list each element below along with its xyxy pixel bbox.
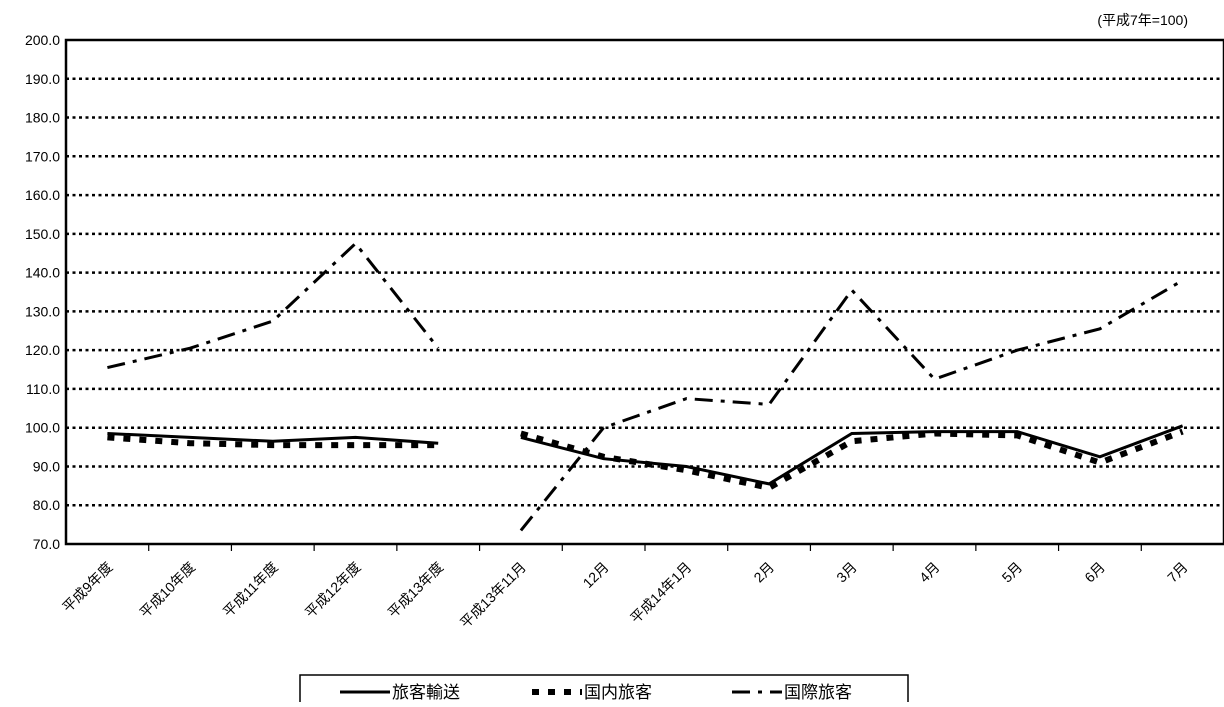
x-tick-label: 平成13年度 — [384, 559, 446, 621]
y-tick-label: 160.0 — [25, 187, 60, 203]
x-axis-ticks: 平成9年度 平成10年度 平成11年度 平成12年度 平成13年度 平成13年11月 12月… — [59, 544, 1191, 631]
y-tick-label: 80.0 — [33, 497, 60, 513]
series-line — [107, 432, 439, 445]
plot-frame — [64, 38, 1224, 546]
x-tick-label: 6月 — [1081, 559, 1108, 586]
x-tick-label: 平成11年度 — [220, 559, 281, 620]
series-line — [519, 279, 1184, 532]
x-tick-label: 3月 — [833, 559, 860, 586]
legend-label: 旅客輸送 — [392, 683, 460, 702]
x-tick-label: 7月 — [1164, 559, 1191, 586]
y-tick-label: 110.0 — [26, 381, 60, 397]
y-tick-label: 70.0 — [33, 536, 60, 552]
x-tick-label: 2月 — [750, 559, 777, 586]
y-tick-label: 100.0 — [25, 420, 60, 436]
x-tick-label: 5月 — [999, 559, 1026, 586]
legend-label: 国際旅客 — [784, 683, 852, 702]
y-axis-ticks: 70.0 80.0 90.0 100.0 110.0 120.0 130.0 140.0 150… — [25, 32, 60, 552]
x-tick-label: 平成13年11月 — [457, 559, 529, 631]
x-tick-label: 平成12年度 — [302, 559, 364, 621]
x-tick-label: 4月 — [916, 559, 943, 586]
y-tick-label: 200.0 — [25, 32, 60, 48]
y-tick-label: 150.0 — [25, 226, 60, 242]
y-tick-label: 90.0 — [33, 458, 60, 474]
y-tick-label: 140.0 — [25, 265, 60, 281]
legend: 旅客輸送 国内旅客 国際旅客 — [299, 674, 909, 707]
y-tick-label: 180.0 — [25, 110, 60, 126]
unit-note: (平成7年=100) — [1097, 12, 1188, 28]
series-lines — [107, 241, 1184, 532]
x-tick-label: 平成9年度 — [59, 559, 115, 615]
legend-label: 国内旅客 — [584, 683, 652, 702]
series-line — [520, 428, 1184, 491]
grid-lines — [66, 77, 1224, 507]
series-line — [107, 434, 439, 449]
x-tick-label: 平成10年度 — [136, 559, 198, 621]
y-tick-label: 170.0 — [25, 148, 60, 164]
x-tick-label: 12月 — [580, 559, 612, 591]
series-line — [520, 424, 1184, 486]
x-tick-label: 平成14年1月 — [627, 559, 694, 626]
y-tick-label: 120.0 — [25, 342, 60, 358]
y-tick-label: 130.0 — [25, 303, 60, 319]
y-tick-label: 190.0 — [25, 71, 60, 87]
